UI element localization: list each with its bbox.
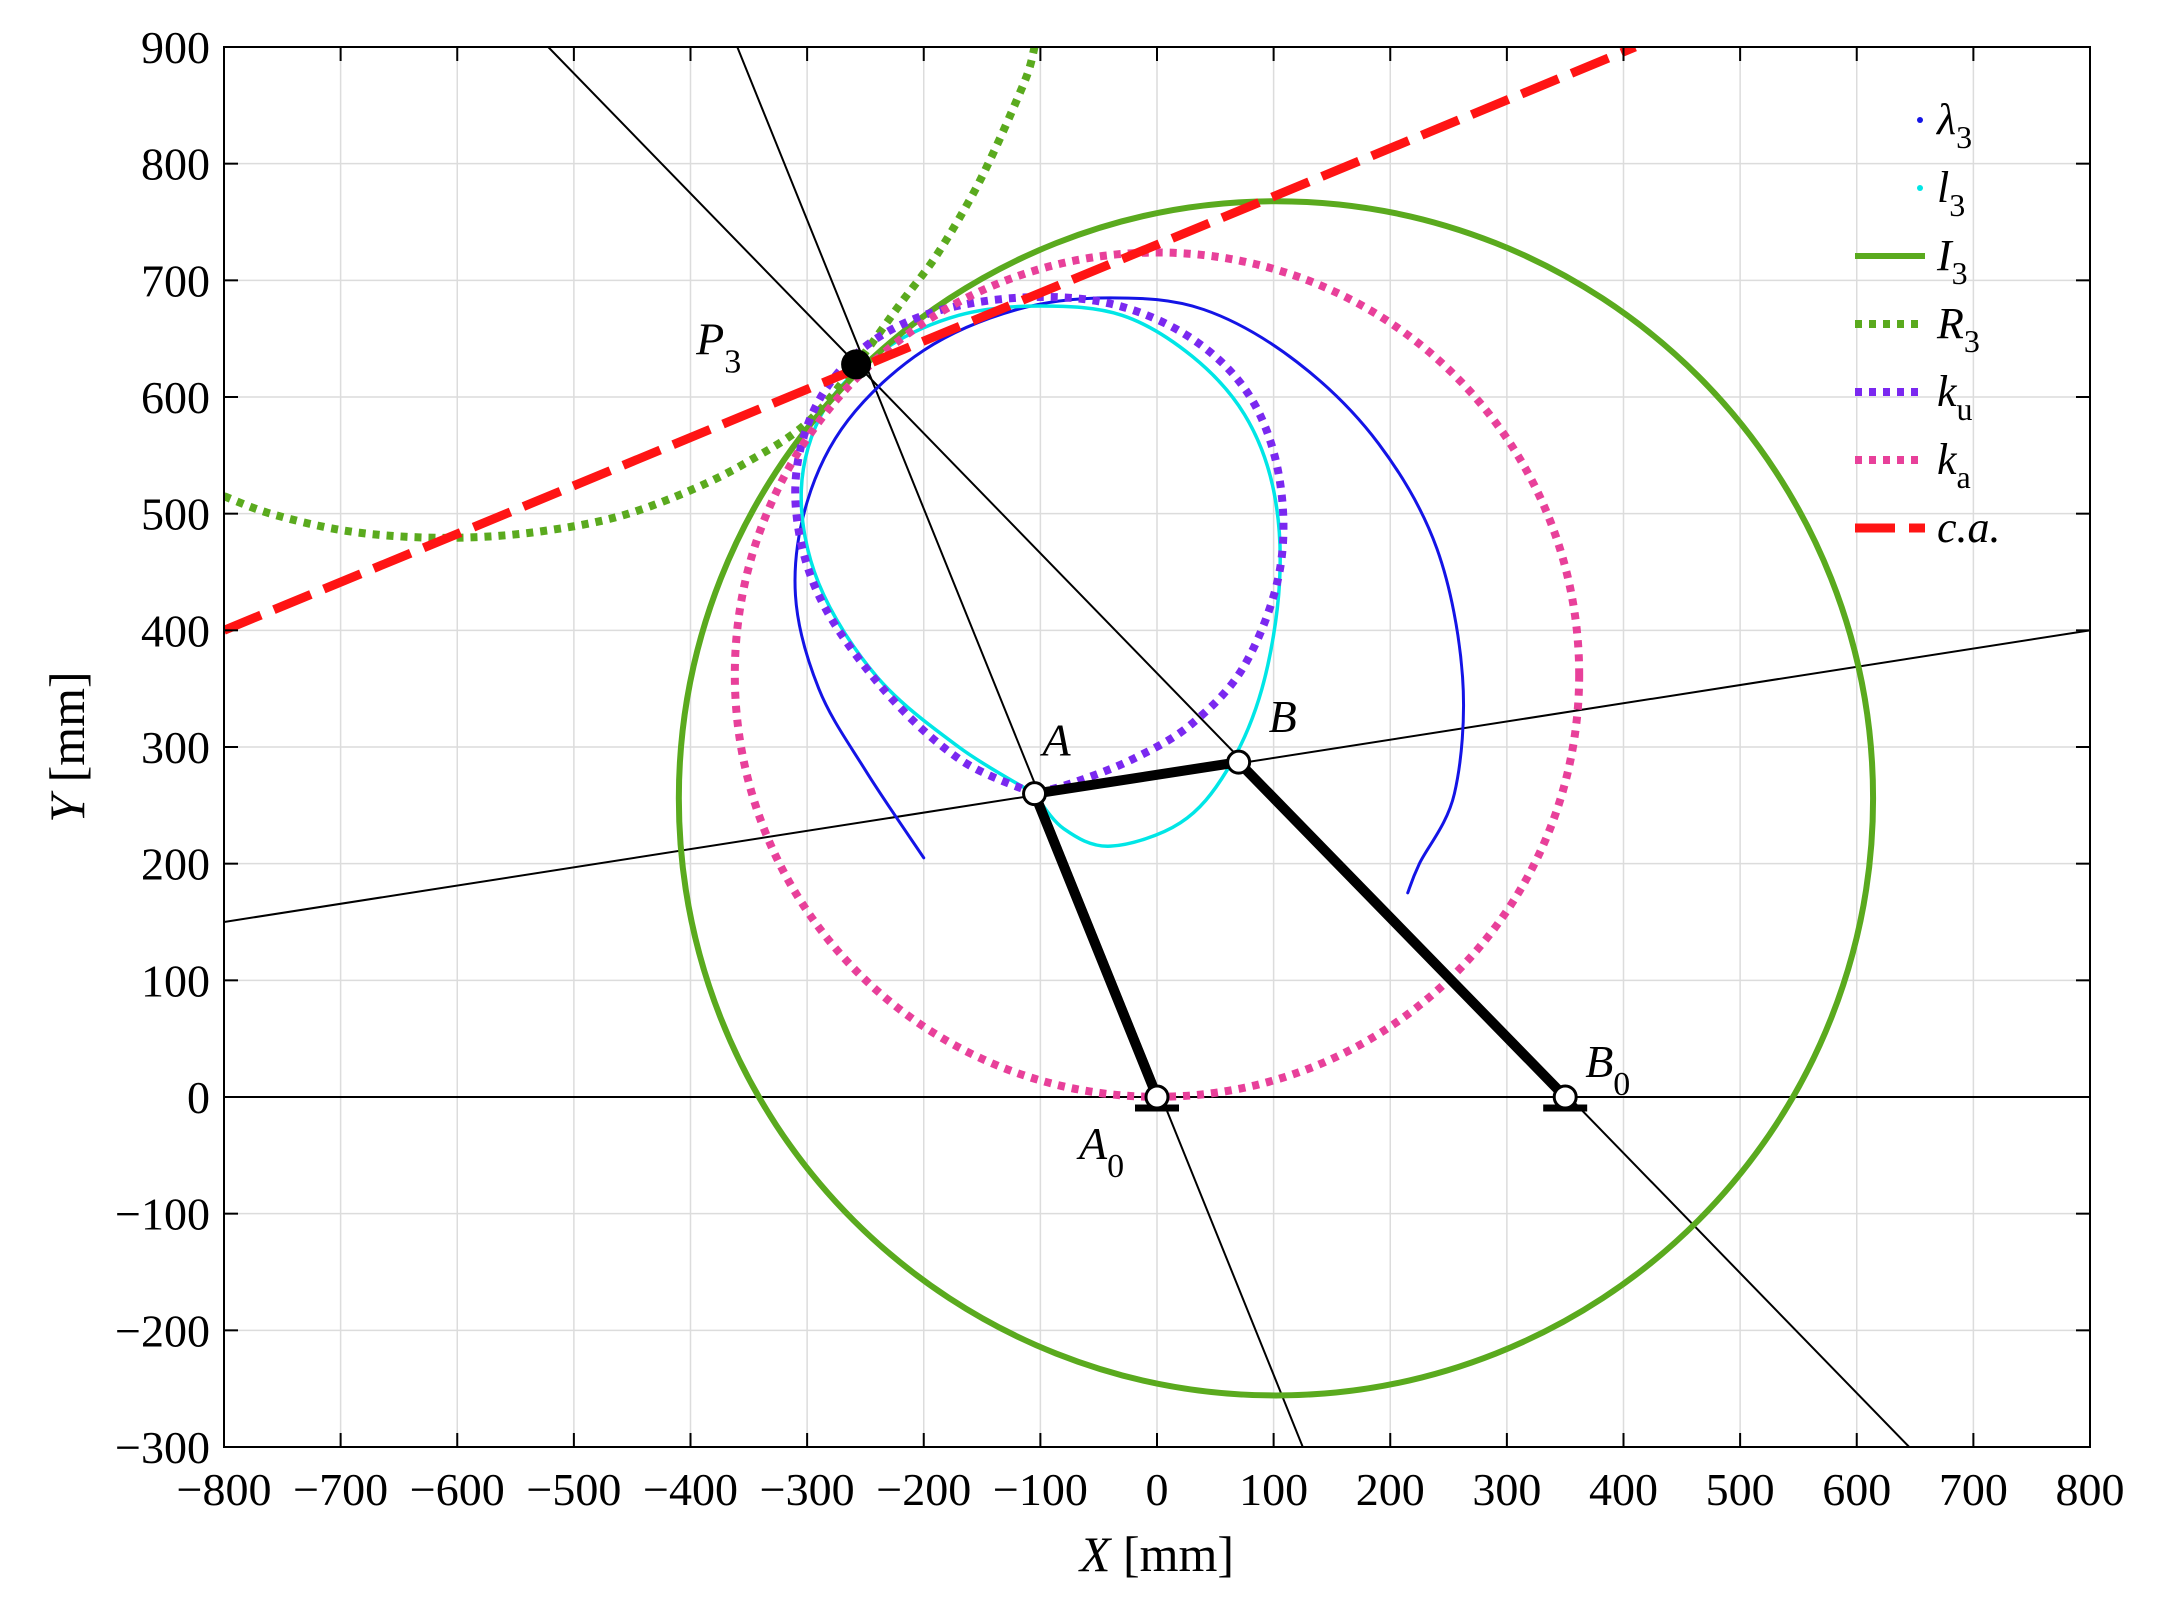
y-tick-label: 300 — [141, 722, 210, 773]
legend-label: ku — [1937, 367, 1973, 427]
series-l3 — [799, 304, 1282, 848]
point-P3 — [841, 349, 872, 380]
y-tick-label: 500 — [141, 489, 210, 540]
label-P3: P3 — [695, 313, 741, 380]
x-tick-label: 400 — [1589, 1464, 1658, 1515]
point-A0 — [1144, 1084, 1170, 1110]
x-tick-label: −500 — [526, 1464, 621, 1515]
x-tick-label: −100 — [993, 1464, 1088, 1515]
legend-label: l3 — [1937, 163, 1965, 223]
legend-label: ka — [1937, 435, 1971, 495]
y-axis-unit: [mm] — [39, 671, 95, 795]
label-B: B — [1269, 691, 1297, 742]
y-tick-label: −300 — [115, 1422, 210, 1473]
point-B — [1226, 749, 1252, 775]
y-tick-label: 0 — [187, 1072, 210, 1123]
series-I3 — [675, 198, 1877, 1399]
x-tick-label: 800 — [2056, 1464, 2125, 1515]
point-B0 — [1552, 1084, 1578, 1110]
x-tick-label: −800 — [177, 1464, 272, 1515]
x-axis-var: X — [1078, 1526, 1113, 1582]
label-A0: A0 — [1076, 1118, 1124, 1185]
series-layer — [224, 47, 1877, 1399]
y-tick-label: −100 — [115, 1189, 210, 1240]
x-tick-label: 0 — [1146, 1464, 1169, 1515]
x-tick-label: 600 — [1822, 1464, 1891, 1515]
link-B-B0 — [1233, 757, 1571, 1102]
x-tick-label: −200 — [876, 1464, 971, 1515]
x-tick-label: 300 — [1472, 1464, 1541, 1515]
x-axis-unit: [mm] — [1110, 1526, 1234, 1582]
series-ca — [224, 47, 1637, 635]
linkage-layer — [1029, 757, 1571, 1102]
tick-labels-layer: −800 −700 −600 −500 −400 −300 −200 −100 0 100 200 3… — [115, 22, 2124, 1515]
x-tick-label: 200 — [1356, 1464, 1425, 1515]
legend-marker — [1917, 185, 1923, 191]
legend-label: λ3 — [1935, 95, 1972, 155]
joint-points-layer: A0 B0 A B P3 — [695, 313, 1630, 1185]
y-tick-label: 200 — [141, 839, 210, 890]
legend: λ3 l3 I3 R3 ku ka c.a. — [1855, 95, 2001, 552]
y-axis-var: Y — [39, 790, 95, 823]
y-tick-label: 900 — [141, 22, 210, 73]
x-tick-label: 500 — [1706, 1464, 1775, 1515]
series-ku — [791, 292, 1288, 798]
link-A0-A — [1029, 788, 1162, 1102]
y-tick-label: 800 — [141, 139, 210, 190]
legend-label: c.a. — [1937, 503, 2001, 552]
y-tick-label: 400 — [141, 605, 210, 656]
y-tick-label: 700 — [141, 255, 210, 306]
line-B-B0 — [547, 47, 1910, 1447]
x-tick-label: 100 — [1239, 1464, 1308, 1515]
legend-marker — [1917, 117, 1923, 123]
legend-label: R3 — [1936, 299, 1980, 359]
x-axis-label: X [mm] — [1078, 1526, 1234, 1582]
label-B0: B0 — [1585, 1036, 1630, 1103]
link-A-B — [1029, 757, 1244, 799]
x-tick-label: −300 — [760, 1464, 855, 1515]
x-tick-label: −600 — [410, 1464, 505, 1515]
series-3 — [793, 296, 1465, 895]
x-tick-label: 700 — [1939, 1464, 2008, 1515]
line-A0-A — [736, 47, 1304, 1447]
x-tick-label: −700 — [293, 1464, 388, 1515]
y-tick-label: −200 — [115, 1305, 210, 1356]
series-R3 — [224, 47, 1039, 542]
legend-label: I3 — [1936, 231, 1968, 291]
point-A — [1022, 781, 1048, 807]
label-A: A — [1040, 715, 1072, 766]
y-tick-label: 100 — [141, 955, 210, 1006]
y-axis-label: Y [mm] — [39, 671, 95, 822]
x-tick-label: −400 — [643, 1464, 738, 1515]
y-tick-label: 600 — [141, 372, 210, 423]
